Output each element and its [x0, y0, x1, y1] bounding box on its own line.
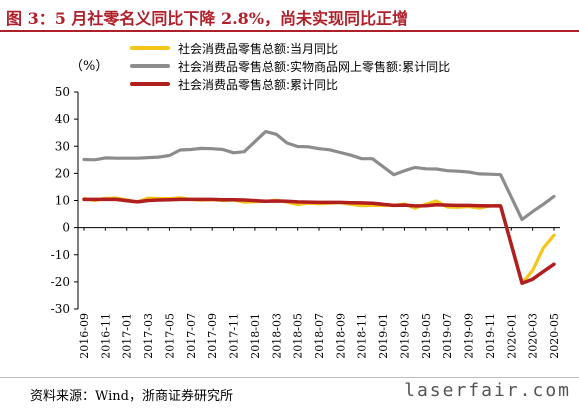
legend-swatch-cumulative — [130, 82, 170, 86]
x-tick-label: 2017-01 — [121, 313, 134, 359]
legend-item-cumulative: 社会消费品零售总额:累计同比 — [130, 76, 450, 92]
x-tick-label: 2017-07 — [185, 313, 198, 359]
legend-swatch-monthly — [130, 46, 170, 50]
line-chart: -30 -20 -10 0 10 20 30 40 50 2016-09 2016-11 2017-0… — [51, 85, 561, 359]
series-line-1 — [82, 130, 556, 222]
x-tick-label: 2018-03 — [270, 313, 283, 359]
x-tick-label: 2019-03 — [398, 313, 411, 359]
y-tick-label: 50 — [55, 85, 70, 99]
x-tick-label: 2017-03 — [142, 313, 155, 359]
x-tick-label: 2019-09 — [463, 313, 476, 359]
y-tick-label: 30 — [55, 139, 70, 153]
legend-label-cumulative: 社会消费品零售总额:累计同比 — [178, 77, 339, 92]
y-tick-label: 40 — [55, 112, 70, 126]
x-tick-label: 2020-01 — [505, 313, 518, 359]
series-line-2 — [82, 197, 556, 285]
legend-swatch-online — [130, 64, 170, 68]
legend-item-monthly: 社会消费品零售总额:当月同比 — [130, 40, 450, 56]
x-tick-label: 2018-11 — [356, 313, 369, 359]
y-tick-label: -10 — [51, 248, 70, 262]
chart-legend: 社会消费品零售总额:当月同比 社会消费品零售总额:实物商品网上零售额:累计同比 … — [130, 40, 450, 94]
legend-label-monthly: 社会消费品零售总额:当月同比 — [178, 41, 339, 56]
chart-title: 图 3：5 月社零名义同比下降 2.8%，尚未实现同比正增 — [6, 9, 409, 28]
x-tick-label: 2019-11 — [484, 313, 497, 359]
y-tick-label: 10 — [55, 194, 70, 208]
x-tick-label: 2018-01 — [249, 313, 262, 359]
source-divider — [0, 377, 579, 378]
legend-item-online: 社会消费品零售总额:实物商品网上零售额:累计同比 — [130, 58, 450, 74]
source-note: 资料来源：Wind，浙商证券研究所 — [30, 389, 233, 404]
x-tick-label: 2016-11 — [99, 313, 112, 359]
x-tick-label: 2017-05 — [163, 313, 176, 359]
y-axis-unit: （%） — [70, 59, 109, 74]
y-tick-label: -30 — [51, 302, 70, 316]
x-tick-label: 2019-01 — [377, 313, 390, 359]
y-tick-label: 0 — [62, 221, 70, 235]
x-tick-label: 2018-05 — [292, 313, 305, 359]
x-tick-label: 2017-11 — [228, 313, 241, 359]
watermark: laserfair.com — [404, 380, 571, 401]
x-tick-label: 2016-09 — [78, 313, 91, 359]
x-tick-label: 2018-07 — [313, 313, 326, 359]
title-divider — [0, 30, 579, 32]
x-tick-label: 2019-07 — [441, 313, 454, 359]
series-line-0 — [82, 196, 556, 285]
y-tick-label: -20 — [51, 275, 70, 289]
x-tick-label: 2020-05 — [548, 313, 561, 359]
x-tick-label: 2020-03 — [527, 313, 540, 359]
x-tick-label: 2018-09 — [334, 313, 347, 359]
x-tick-label: 2017-09 — [206, 313, 219, 359]
x-tick-label: 2019-05 — [420, 313, 433, 359]
legend-label-online: 社会消费品零售总额:实物商品网上零售额:累计同比 — [178, 59, 451, 74]
y-tick-label: 20 — [55, 166, 70, 180]
